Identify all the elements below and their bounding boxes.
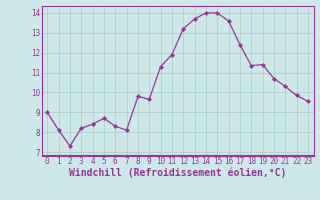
X-axis label: Windchill (Refroidissement éolien,°C): Windchill (Refroidissement éolien,°C) (69, 168, 286, 178)
